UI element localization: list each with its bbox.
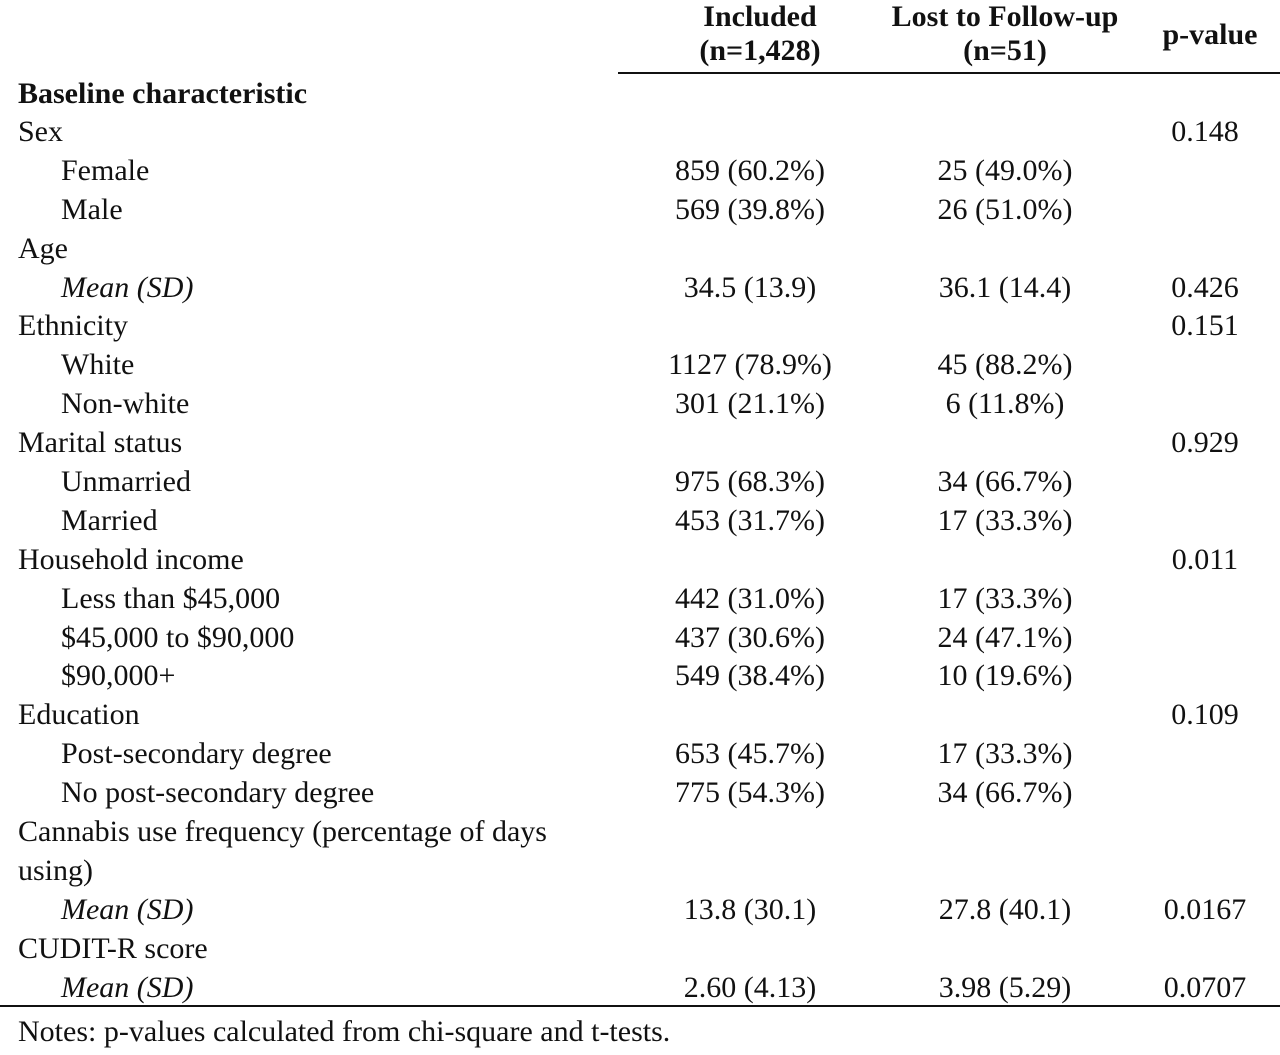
row-label: CUDIT-R score <box>18 931 208 965</box>
row-label: Female <box>61 153 150 187</box>
section-title: Baseline characteristic <box>18 77 308 110</box>
row-label: Post-secondary degree <box>61 737 332 771</box>
table-row-subitem: $45,000 to $90,000 437 (30.6%) 24 (47.1%) <box>0 619 1280 658</box>
cell-included: 1127 (78.9%) <box>668 348 832 382</box>
cell-lost-to-follow-up: 24 (47.1%) <box>937 620 1073 654</box>
cell-lost-to-follow-up: 34 (66.7%) <box>937 776 1073 810</box>
table-row-category: Household income 0.011 <box>0 541 1280 580</box>
cell-included: 975 (68.3%) <box>675 465 825 499</box>
cell-lost-to-follow-up: 26 (51.0%) <box>937 192 1073 226</box>
table-row-category: Education 0.109 <box>0 696 1280 735</box>
cell-p-value: 0.011 <box>1171 542 1239 576</box>
table-row-category: Cannabis use frequency (percentage of da… <box>0 813 1280 891</box>
cell-p-value: 0.109 <box>1171 698 1239 732</box>
table-row-category: Marital status 0.929 <box>0 424 1280 463</box>
cell-p-value: 0.0167 <box>1163 892 1247 926</box>
row-label: Cannabis use frequency (percentage of da… <box>18 815 547 887</box>
table-row-subitem: Mean (SD) 2.60 (4.13) 3.98 (5.29) 0.0707 <box>0 969 1280 1008</box>
cell-lost-to-follow-up: 36.1 (14.4) <box>938 270 1072 304</box>
row-label: No post-secondary degree <box>61 776 375 810</box>
cell-included: 301 (21.1%) <box>675 387 825 421</box>
row-label: Mean (SD) <box>61 892 194 926</box>
cell-included: 775 (54.3%) <box>675 776 825 810</box>
column-header-lost-to-follow-up: Lost to Follow-up (n=51) <box>891 0 1119 67</box>
table-row-subitem: Less than $45,000 442 (31.0%) 17 (33.3%) <box>0 580 1280 619</box>
cell-included: 442 (31.0%) <box>675 581 825 615</box>
cell-included: 453 (31.7%) <box>675 503 825 537</box>
cell-included: 34.5 (13.9) <box>683 270 817 304</box>
cell-lost-to-follow-up: 45 (88.2%) <box>937 348 1073 382</box>
table-row-subitem: No post-secondary degree 775 (54.3%) 34 (6… <box>0 774 1280 813</box>
row-label: Mean (SD) <box>61 270 194 304</box>
table-row-subitem: $90,000+ 549 (38.4%) 10 (19.6%) <box>0 657 1280 696</box>
table-row-subitem: Married 453 (31.7%) 17 (33.3%) <box>0 502 1280 541</box>
row-label: Education <box>18 698 140 732</box>
cell-lost-to-follow-up: 3.98 (5.29) <box>938 970 1072 1004</box>
row-label: Age <box>18 231 68 265</box>
table-row-subitem: Post-secondary degree 653 (45.7%) 17 (33.3… <box>0 735 1280 774</box>
column-header-p-value: p-value <box>1162 18 1258 51</box>
row-label: Less than $45,000 <box>61 581 281 615</box>
row-label: $45,000 to $90,000 <box>61 620 295 654</box>
cell-p-value: 0.148 <box>1171 115 1239 148</box>
row-label: Sex <box>18 115 63 148</box>
cell-included: 437 (30.6%) <box>675 620 825 654</box>
cell-p-value: 0.0707 <box>1163 970 1247 1004</box>
cell-included: 569 (39.8%) <box>675 192 825 226</box>
header-rule <box>618 72 1280 74</box>
table-row-subitem: Mean (SD) 34.5 (13.9) 36.1 (14.4) 0.426 <box>0 269 1280 308</box>
cell-lost-to-follow-up: 6 (11.8%) <box>945 387 1065 421</box>
cell-included: 859 (60.2%) <box>675 153 825 187</box>
row-label: Mean (SD) <box>61 970 194 1004</box>
row-label: Male <box>61 192 123 226</box>
cell-lost-to-follow-up: 25 (49.0%) <box>937 153 1073 187</box>
cell-included: 2.60 (4.13) <box>683 970 817 1004</box>
table-row-category: Age <box>0 230 1280 269</box>
table-row-subitem: Female 859 (60.2%) 25 (49.0%) <box>0 152 1280 191</box>
table-row-category: CUDIT-R score <box>0 930 1280 969</box>
table-notes: Notes: p-values calculated from chi-squa… <box>18 1015 671 1048</box>
table-body: Sex 0.148 Female 859 (60.2%) 25 (49.0%) Male 5… <box>0 113 1280 1008</box>
cell-included: 653 (45.7%) <box>675 737 825 771</box>
bottom-rule <box>0 1005 1280 1007</box>
cell-included: 549 (38.4%) <box>675 659 825 693</box>
cell-lost-to-follow-up: 17 (33.3%) <box>937 503 1073 537</box>
table-row-subitem: White 1127 (78.9%) 45 (88.2%) <box>0 346 1280 385</box>
column-header-included: Included (n=1,428) <box>699 0 821 67</box>
table-row-subitem: Unmarried 975 (68.3%) 34 (66.7%) <box>0 463 1280 502</box>
cell-lost-to-follow-up: 17 (33.3%) <box>937 581 1073 615</box>
cell-p-value: 0.151 <box>1171 309 1239 343</box>
cell-p-value: 0.426 <box>1171 270 1239 304</box>
row-label: Non-white <box>61 387 190 421</box>
table-row-category: Ethnicity 0.151 <box>0 307 1280 346</box>
row-label: Unmarried <box>61 465 191 499</box>
row-label: Household income <box>18 542 244 576</box>
cell-lost-to-follow-up: 27.8 (40.1) <box>938 892 1072 926</box>
row-label: $90,000+ <box>61 659 176 693</box>
cell-lost-to-follow-up: 10 (19.6%) <box>937 659 1073 693</box>
cell-lost-to-follow-up: 34 (66.7%) <box>937 465 1073 499</box>
cell-lost-to-follow-up: 17 (33.3%) <box>937 737 1073 771</box>
table-row-subitem: Mean (SD) 13.8 (30.1) 27.8 (40.1) 0.0167 <box>0 891 1280 930</box>
row-label: Ethnicity <box>18 309 128 343</box>
row-label: Marital status <box>18 426 183 460</box>
cell-p-value: 0.929 <box>1171 426 1239 460</box>
table-row-category: Sex 0.148 <box>0 113 1280 152</box>
cell-included: 13.8 (30.1) <box>683 892 817 926</box>
table-row-subitem: Male 569 (39.8%) 26 (51.0%) <box>0 191 1280 230</box>
row-label: White <box>61 348 135 382</box>
row-label: Married <box>61 503 158 537</box>
table-row-subitem: Non-white 301 (21.1%) 6 (11.8%) <box>0 385 1280 424</box>
